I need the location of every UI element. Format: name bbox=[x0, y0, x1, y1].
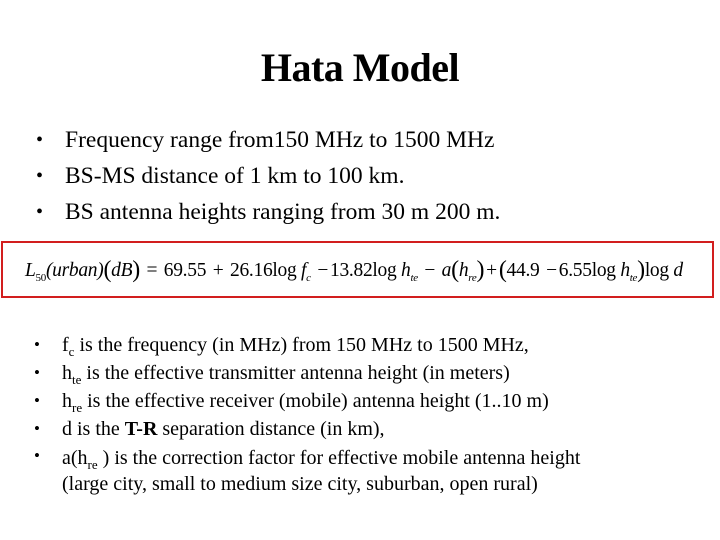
eq-minus2: − bbox=[424, 260, 436, 281]
definition-subscript: re bbox=[87, 457, 98, 472]
bullet-dot-icon: • bbox=[36, 201, 44, 223]
eq-c3: 13.82 bbox=[330, 260, 373, 281]
bullet-dot-icon: • bbox=[34, 363, 40, 382]
eq-c5: 6.55 bbox=[558, 260, 592, 281]
definition-text: ) is the correction factor for effective… bbox=[97, 447, 581, 469]
eq-a-symbol: a bbox=[441, 260, 452, 281]
bullet-text: Frequency range from150 MHz to 1500 MHz bbox=[65, 127, 495, 153]
bullet-text: BS-MS distance of 1 km to 100 km. bbox=[65, 163, 405, 189]
bullet-dot-icon: • bbox=[36, 165, 44, 187]
bullet-dot-icon: • bbox=[34, 391, 40, 410]
eq-lhs-unit: dB bbox=[111, 260, 133, 281]
eq-h-symbol: h bbox=[620, 260, 630, 281]
slide-title: Hata Model bbox=[260, 45, 460, 90]
eq-L-subscript: 50 bbox=[35, 272, 47, 284]
eq-d-symbol: d bbox=[673, 260, 683, 281]
definition-text: separation distance (in km), bbox=[157, 418, 385, 440]
bullet-dot-icon: • bbox=[34, 446, 40, 465]
definition-symbol: a(h bbox=[62, 447, 88, 469]
eq-hte-subscript: te bbox=[629, 272, 638, 284]
eq-log2: log bbox=[372, 260, 397, 281]
definition-hre: • hre is the effective receiver (mobile)… bbox=[34, 387, 580, 415]
eq-plus1: + bbox=[212, 260, 224, 281]
eq-f-subscript: c bbox=[306, 272, 311, 284]
eq-log3: log bbox=[591, 260, 616, 281]
eq-log1: log bbox=[272, 260, 297, 281]
definition-symbol: h bbox=[62, 390, 72, 412]
eq-log4: log bbox=[644, 260, 669, 281]
eq-hre-subscript: re bbox=[468, 272, 477, 284]
definition-fc: • fc is the frequency (in MHz) from 150 … bbox=[34, 331, 580, 359]
definition-symbol: h bbox=[62, 362, 72, 384]
definition-continuation: (large city, small to medium size city, … bbox=[62, 473, 538, 495]
eq-h-symbol: h bbox=[401, 260, 411, 281]
bullet-dot-icon: • bbox=[34, 419, 40, 438]
equation-box: L50(urban)(dB) = 69.55 + 26.16log fc −13… bbox=[1, 241, 714, 298]
definition-bold-term: T-R bbox=[124, 418, 158, 440]
bullet-text: BS antenna heights ranging from 30 m 200… bbox=[65, 199, 501, 225]
definition-symbol: f bbox=[62, 334, 69, 356]
definition-subscript: re bbox=[72, 400, 83, 415]
eq-L-symbol: L bbox=[25, 260, 36, 281]
eq-f-symbol: f bbox=[301, 260, 307, 281]
hata-equation: L50(urban)(dB) = 69.55 + 26.16log fc −13… bbox=[25, 257, 683, 284]
eq-c1: 69.55 bbox=[163, 260, 207, 281]
definitions-list: • fc is the frequency (in MHz) from 150 … bbox=[34, 331, 580, 497]
eq-hte-subscript: te bbox=[410, 272, 418, 284]
eq-h-symbol: h bbox=[458, 260, 469, 281]
eq-minus1: − bbox=[317, 260, 329, 281]
eq-plus2: + bbox=[486, 260, 497, 281]
eq-c4: 44.9 bbox=[506, 260, 540, 281]
definition-hte: • hte is the effective transmitter anten… bbox=[34, 359, 580, 387]
definition-a-hre: • a(hre ) is the correction factor for e… bbox=[34, 443, 580, 497]
definition-d: • d is the T-R separation distance (in k… bbox=[34, 415, 580, 443]
definition-subscript: te bbox=[72, 372, 82, 387]
definition-text: is the frequency (in MHz) from 150 MHz t… bbox=[74, 334, 529, 356]
definition-text: is the effective receiver (mobile) anten… bbox=[82, 390, 549, 412]
bullet-dot-icon: • bbox=[34, 335, 40, 354]
eq-lhs-arg: (urban) bbox=[45, 260, 104, 281]
eq-c2: 26.16 bbox=[230, 260, 273, 281]
eq-minus3: − bbox=[546, 260, 557, 281]
top-bullet-list: • Frequency range from150 MHz to 1500 MH… bbox=[36, 122, 500, 230]
definition-symbol: d is the bbox=[62, 418, 125, 440]
definition-text: is the effective transmitter antenna hei… bbox=[81, 362, 510, 384]
bullet-antenna-heights: • BS antenna heights ranging from 30 m 2… bbox=[36, 194, 500, 230]
definition-subscript: c bbox=[68, 344, 75, 359]
bullet-distance: • BS-MS distance of 1 km to 100 km. bbox=[36, 158, 500, 194]
bullet-frequency-range: • Frequency range from150 MHz to 1500 MH… bbox=[36, 122, 500, 158]
bullet-dot-icon: • bbox=[36, 129, 44, 151]
eq-equals: = bbox=[146, 260, 158, 281]
